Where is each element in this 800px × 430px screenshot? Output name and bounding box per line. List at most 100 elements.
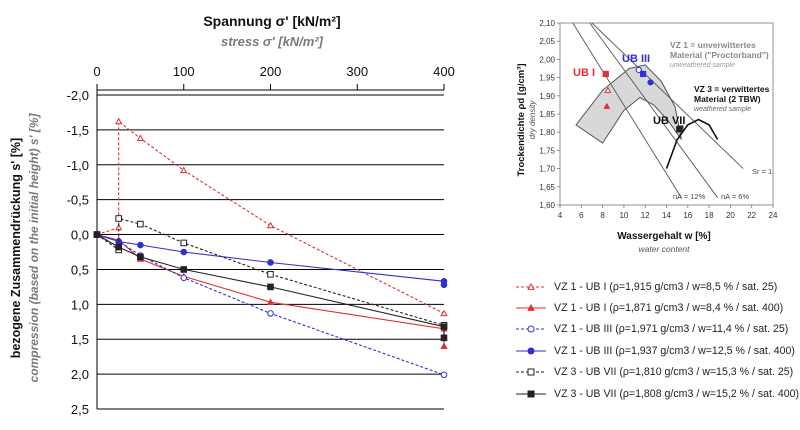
inset-y-tick-label: 1,75 [539,146,555,155]
legend-marker [527,347,535,355]
legend-label: VZ 1 - UB I (ρ=1,871 g/cm3 / w=8,4 % / s… [554,302,784,315]
vz1-title2: Material ("Proctorband") [670,50,769,60]
inset-data-point [676,126,683,133]
sr-label: Sr = 1 [752,167,772,176]
legend-label: VZ 3 - UB VII (ρ=1,810 g/cm3 / w=15,3 % … [554,366,794,379]
inset-y-tick-label: 1,65 [539,183,555,192]
inset-x-tick-label: 6 [579,211,584,220]
legend-label: VZ 1 - UB III (ρ=1,937 g/cm3 / w=12,5 % … [554,344,795,357]
legend-item: VZ 3 - UB VII (ρ=1,808 g/cm3 / w=15,2 % … [514,383,800,404]
inset-data-point [647,79,654,86]
data-point [440,371,448,379]
y-axis-label-en: compression (based on the initial height… [27,113,41,383]
data-point [136,134,145,142]
ub1-label: UB I [573,67,595,79]
inset-y-tick-label: 1,90 [539,92,555,101]
data-point [115,215,122,222]
inset-x-tick-label: 10 [619,211,628,220]
y-tick-label: 2,0 [71,367,89,382]
data-point [267,259,274,266]
data-point [115,243,122,251]
proctor-inset-chart: 1,60 1,65 1,70 1,75 1,80 1,85 1,90 1,95 2,00 2,05… [516,19,778,254]
data-point [267,283,274,291]
data-point [93,231,101,238]
data-point [440,342,448,349]
x-tick-label: 300 [346,64,368,79]
legend-label: VZ 1 - UB I (ρ=1,915 g/cm3 / w=8,5 % / s… [554,280,778,293]
data-point [440,309,448,317]
saturation-line [591,23,744,169]
inset-plot-area: 1,60 1,65 1,70 1,75 1,80 1,85 1,90 1,95 2,00 2,05… [539,19,778,220]
vz1-title: VZ 1 = unverwittertes [670,40,756,50]
series-line-3 [96,234,445,376]
y-tick-label: -1,5 [67,123,89,138]
grid-lines [97,94,444,410]
inset-y-tick-label: 2,10 [539,19,555,28]
legend-item: VZ 1 - UB III (ρ=1,971 g/cm3 / w=11,4 % … [514,319,800,340]
data-point [137,241,144,249]
y-tick-label: -0,5 [67,193,89,208]
data-point [115,117,123,125]
vz1-subtitle: unweathered sample [670,62,735,69]
y-axis-label: bezogene Zusammendrückung s' [%] [9,138,23,358]
inset-x-tick-label: 8 [600,211,605,220]
data-point [180,248,188,256]
legend-swatch [516,304,546,311]
y-tick-label: 0,0 [71,228,89,243]
inset-y-tick-label: 2,05 [539,37,555,46]
data-point [180,239,188,247]
x-tick-label: 200 [260,64,282,79]
legend-marker [527,390,535,398]
inset-y-tick-label: 1,80 [539,128,555,137]
legend-swatch [516,282,546,290]
data-point [440,323,448,330]
inset-y-tick-label: 1,70 [539,165,555,174]
x-tick-label: 400 [433,64,455,79]
inset-data-point [603,102,611,109]
legend-marker [527,368,535,376]
data-point [440,281,448,289]
y-tick-label: 2,5 [71,402,89,417]
data-point [180,274,188,282]
chart-title: Spannung σ' [kN/m²] [203,13,340,29]
inset-data-point [602,70,609,78]
saturation-line [589,23,718,198]
legend-item: VZ 1 - UB I (ρ=1,871 g/cm3 / w=8,4 % / s… [514,297,800,318]
data-point [440,334,448,342]
legend: VZ 1 - UB I (ρ=1,915 g/cm3 / w=8,5 % / s… [514,276,800,404]
y-tick-label: 1,5 [71,332,89,347]
y-tick-label: 1,0 [71,297,89,312]
legend-marker [527,304,535,311]
y-tick-label: 0,5 [71,262,89,277]
ub3-label: UB III [622,53,650,65]
legend-item: VZ 3 - UB VII (ρ=1,810 g/cm3 / w=15,3 % … [514,362,800,383]
inset-x-tick-label: 14 [662,211,671,220]
data-point [267,310,274,317]
compression-chart: Spannung σ' [kN/m²] stress σ' [kN/m²] be… [9,13,455,417]
inset-y-label: Trockendichte ρd [g/cm³] [516,63,527,176]
legend-label: VZ 1 - UB III (ρ=1,971 g/cm3 / w=11,4 % … [554,323,789,336]
legend-item: VZ 1 - UB III (ρ=1,937 g/cm3 / w=12,5 % … [514,340,800,361]
legend-marker [527,282,535,290]
legend-swatch [516,325,546,333]
data-point [266,221,275,229]
data-point [180,266,188,273]
vz3-title: VZ 3 = verwittertes [694,84,770,94]
data-point [137,220,144,228]
vz3-subtitle: weathered sample [694,106,751,113]
legend-marker [527,325,535,333]
inset-x-tick-label: 18 [705,211,714,220]
chart-subtitle: stress σ' [kN/m²] [221,34,324,49]
axes: -2,0 -1,5 -1,0 -0,5 0,0 0,5 1,0 1,5 2,0 2,5 0 100 20… [67,64,455,417]
inset-y-label-en: dry density [528,100,537,140]
data-point [137,253,144,261]
na12-label: nA = 12% [673,192,706,201]
inset-x-label: Wassergehalt w [%] [617,231,711,242]
legend-swatch [516,390,546,398]
data-point [267,271,274,278]
legend-swatch [516,347,546,355]
series-line-2 [96,234,445,347]
saturation-line [572,23,682,198]
inset-x-tick-label: 4 [558,211,563,220]
ub7-label: UB VII [653,115,685,127]
